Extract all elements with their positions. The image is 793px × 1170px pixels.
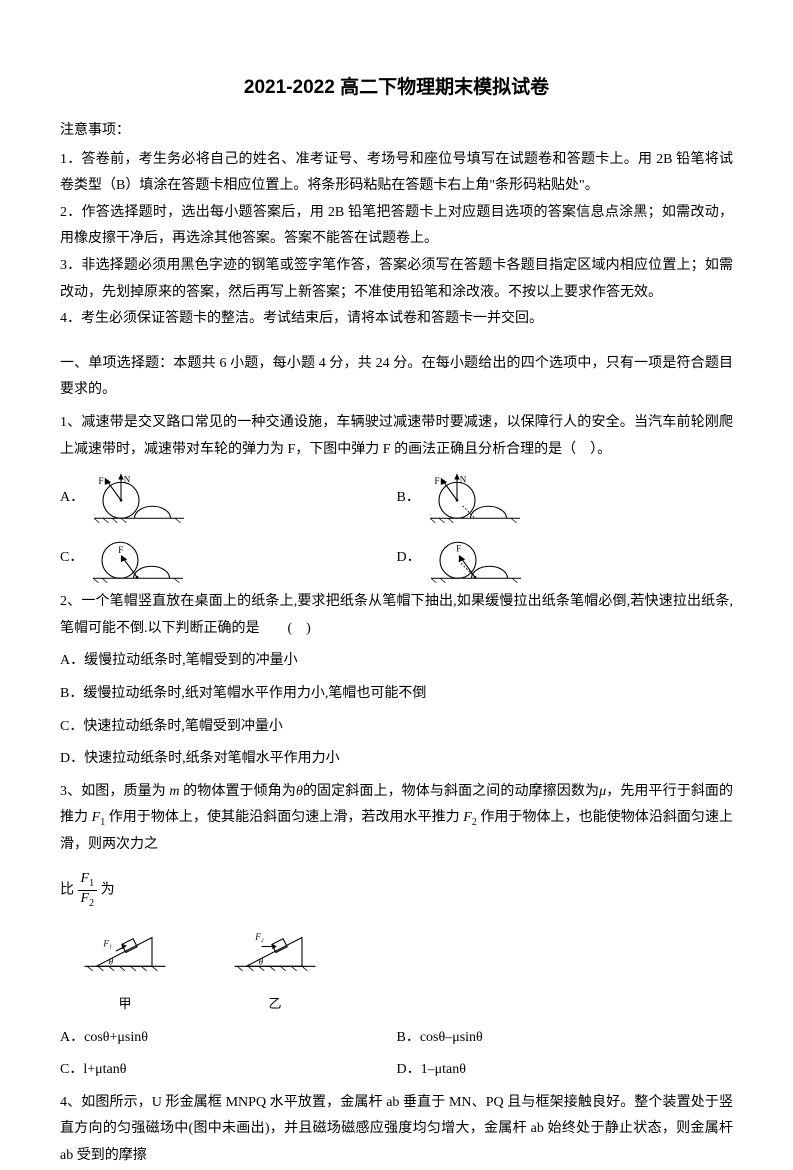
q3-t1: 3、如图，质量为	[60, 784, 169, 799]
notice-item-4: 4．考生必须保证答题卡的整洁。考试结束后，请将本试卷和答题卡一并交回。	[60, 306, 733, 333]
q1-option-b: B． N F	[397, 473, 734, 523]
q3-fig-jia: F₁ θ 甲	[80, 921, 170, 1016]
q1-opt-b-label: B．	[397, 485, 420, 512]
q3-frac-num: F1	[78, 871, 98, 891]
q1-a-label-f: F	[99, 476, 104, 486]
q3-figures: F₁ θ 甲 F₂ θ 乙	[80, 921, 733, 1016]
section-1-heading: 一、单项选择题：本题共 6 小题，每小题 4 分，共 24 分。在每小题给出的四…	[60, 351, 733, 404]
question-2-text: 2、一个笔帽竖直放在桌面上的纸条上,要求把纸条从笔帽下抽出,如果缓慢拉出纸条笔帽…	[60, 589, 733, 642]
q3-t5: 作用于物体上，使其能沿斜面匀速上滑，若改用水平推力	[105, 810, 463, 825]
q1-options-row-2: C． F D． F	[60, 533, 733, 583]
q1-option-c: C． F	[60, 533, 397, 583]
q3-opts-row-1: A．cosθ+μsinθ B．cosθ–μsinθ	[60, 1025, 733, 1052]
q3-t3: 的固定斜面上，物体与斜面之间的动摩擦因数为	[303, 784, 599, 799]
q1-diagram-c: F	[93, 533, 183, 583]
q3-ratio-line: 比 F1 F2 为	[60, 871, 733, 910]
q3-opt-a: A．cosθ+μsinθ	[60, 1025, 397, 1052]
question-3-text: 3、如图，质量为 m 的物体置于倾角为θ的固定斜面上，物体与斜面之间的动摩擦因数…	[60, 779, 733, 859]
q3-opt-c: C．l+μtanθ	[60, 1057, 397, 1084]
q3-opt-d: D．1–μtanθ	[397, 1057, 734, 1084]
svg-text:N: N	[460, 474, 467, 484]
q1-a-label-n: N	[124, 474, 131, 484]
q1-options-row-1: A． N F B．	[60, 473, 733, 523]
svg-text:F₁: F₁	[102, 939, 112, 949]
q3-fraction: F1 F2	[78, 871, 98, 910]
q2-opt-c: C．快速拉动纸条时,笔帽受到冲量小	[60, 714, 733, 741]
q3-fig-jia-label: 甲	[80, 992, 170, 1017]
q3-ratio-suffix: 为	[101, 882, 115, 897]
q1-opt-d-label: D．	[397, 545, 421, 572]
q1-diagram-d: F	[431, 533, 521, 583]
q1-opt-a-label: A．	[60, 485, 84, 512]
q3-fig-yi-label: 乙	[230, 992, 320, 1017]
notice-heading: 注意事项：	[60, 118, 733, 145]
q3-opts-row-2: C．l+μtanθ D．1–μtanθ	[60, 1057, 733, 1084]
svg-text:F: F	[119, 545, 124, 555]
q1-opt-c-label: C．	[60, 545, 83, 572]
page-title: 2021-2022 高二下物理期末模拟试卷	[60, 70, 733, 106]
q3-frac-den: F2	[78, 891, 98, 910]
q3-opt-b: B．cosθ–μsinθ	[397, 1025, 734, 1052]
svg-text:θ: θ	[259, 957, 264, 967]
q3-ratio-prefix: 比	[60, 882, 78, 897]
q3-theta: θ	[296, 784, 303, 799]
q1-diagram-b: N F	[430, 473, 520, 523]
q2-opt-b: B．缓慢拉动纸条时,纸对笔帽水平作用力小,笔帽也可能不倒	[60, 681, 733, 708]
question-1-text: 1、减速带是交叉路口常见的一种交通设施，车辆驶过减速带时要减速，以保障行人的安全…	[60, 410, 733, 463]
q3-fig-yi: F₂ θ 乙	[230, 921, 320, 1016]
notice-item-3: 3．非选择题必须用黑色字迹的钢笔或签字笔作答，答案必须写在答题卡各题目指定区域内…	[60, 253, 733, 306]
q3-f1: F	[92, 810, 101, 825]
q2-opt-d: D．快速拉动纸条时,纸条对笔帽水平作用力小	[60, 746, 733, 773]
svg-text:F: F	[456, 543, 461, 553]
question-4-text: 4、如图所示，U 形金属框 MNPQ 水平放置，金属杆 ab 垂直于 MN、PQ…	[60, 1090, 733, 1170]
q3-m: m	[169, 784, 179, 799]
q3-f2: F	[463, 810, 472, 825]
q1-option-a: A． N F	[60, 473, 397, 523]
q2-opt-a: A．缓慢拉动纸条时,笔帽受到的冲量小	[60, 648, 733, 675]
svg-text:θ: θ	[109, 957, 114, 967]
notice-item-1: 1．答卷前，考生务必将自己的姓名、准考证号、考场号和座位号填写在试题卷和答题卡上…	[60, 147, 733, 200]
notice-item-2: 2．作答选择题时，选出每小题答案后，用 2B 铅笔把答题卡上对应题目选项的答案信…	[60, 200, 733, 253]
svg-text:F: F	[434, 476, 439, 486]
q1-diagram-a: N F	[94, 473, 184, 523]
svg-text:F₂: F₂	[254, 933, 264, 943]
q1-option-d: D． F	[397, 533, 734, 583]
q3-t2: 的物体置于倾角为	[180, 784, 296, 799]
